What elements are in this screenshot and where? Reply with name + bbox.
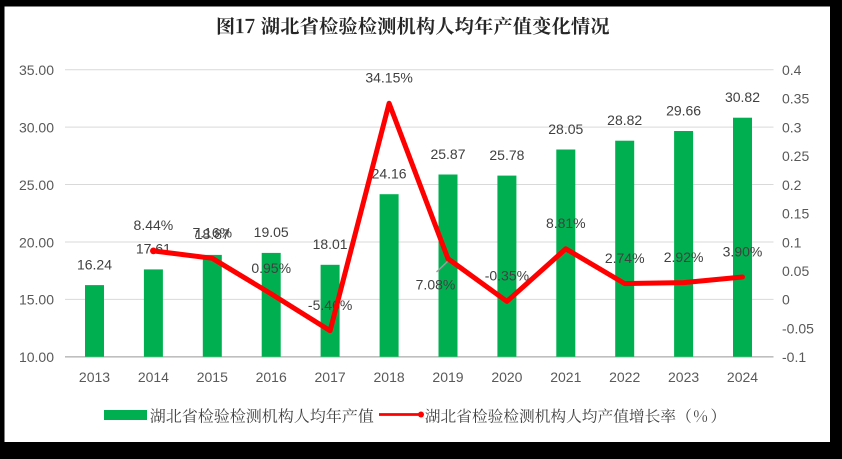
svg-text:30.82: 30.82: [725, 89, 760, 105]
svg-text:19.05: 19.05: [254, 224, 289, 240]
svg-text:2014: 2014: [138, 369, 169, 385]
svg-text:15.00: 15.00: [19, 292, 54, 308]
svg-text:25.87: 25.87: [430, 146, 465, 162]
svg-text:0.25: 0.25: [782, 148, 809, 164]
svg-text:20.00: 20.00: [19, 234, 54, 250]
svg-text:0.1: 0.1: [782, 234, 802, 250]
svg-text:7.08%: 7.08%: [416, 276, 456, 292]
svg-text:2021: 2021: [550, 369, 581, 385]
svg-text:2020: 2020: [491, 369, 522, 385]
svg-text:35.00: 35.00: [19, 62, 54, 78]
svg-text:16.24: 16.24: [77, 256, 112, 272]
svg-text:28.05: 28.05: [548, 121, 583, 137]
svg-text:0.05: 0.05: [782, 263, 809, 279]
svg-text:0.3: 0.3: [782, 119, 802, 135]
svg-text:-0.35%: -0.35%: [485, 268, 529, 284]
svg-text:24.16: 24.16: [372, 166, 407, 182]
svg-text:2013: 2013: [79, 369, 110, 385]
svg-text:0: 0: [782, 292, 790, 308]
svg-text:34.15%: 34.15%: [365, 70, 412, 86]
svg-text:8.44%: 8.44%: [134, 217, 174, 233]
svg-text:2022: 2022: [609, 369, 640, 385]
svg-text:25.00: 25.00: [19, 177, 54, 193]
svg-text:2016: 2016: [256, 369, 287, 385]
svg-text:-0.1: -0.1: [782, 349, 806, 365]
svg-text:2.74%: 2.74%: [605, 250, 645, 266]
svg-text:18.01: 18.01: [313, 236, 348, 252]
svg-text:10.00: 10.00: [19, 349, 54, 365]
svg-text:25.78: 25.78: [489, 147, 524, 163]
svg-text:0.15: 0.15: [782, 206, 809, 222]
svg-text:28.82: 28.82: [607, 112, 642, 128]
svg-text:0.4: 0.4: [782, 62, 802, 78]
svg-text:2017: 2017: [315, 369, 346, 385]
svg-text:29.66: 29.66: [666, 102, 701, 118]
svg-text:3.90%: 3.90%: [723, 243, 763, 259]
svg-text:30.00: 30.00: [19, 119, 54, 135]
svg-text:2019: 2019: [432, 369, 463, 385]
svg-text:-0.05: -0.05: [782, 320, 814, 336]
svg-text:0.95%: 0.95%: [251, 260, 291, 276]
svg-text:2023: 2023: [668, 369, 699, 385]
svg-text:18.87: 18.87: [195, 226, 230, 242]
svg-text:2018: 2018: [374, 369, 405, 385]
svg-text:0.35: 0.35: [782, 91, 809, 107]
svg-text:2.92%: 2.92%: [664, 249, 704, 265]
svg-text:7.16%: 7.16%: [192, 225, 232, 241]
svg-text:8.81%: 8.81%: [546, 215, 586, 231]
svg-text:2015: 2015: [197, 369, 228, 385]
svg-text:0.2: 0.2: [782, 177, 802, 193]
svg-text:2024: 2024: [727, 369, 758, 385]
svg-text:-5.46%: -5.46%: [308, 297, 352, 313]
